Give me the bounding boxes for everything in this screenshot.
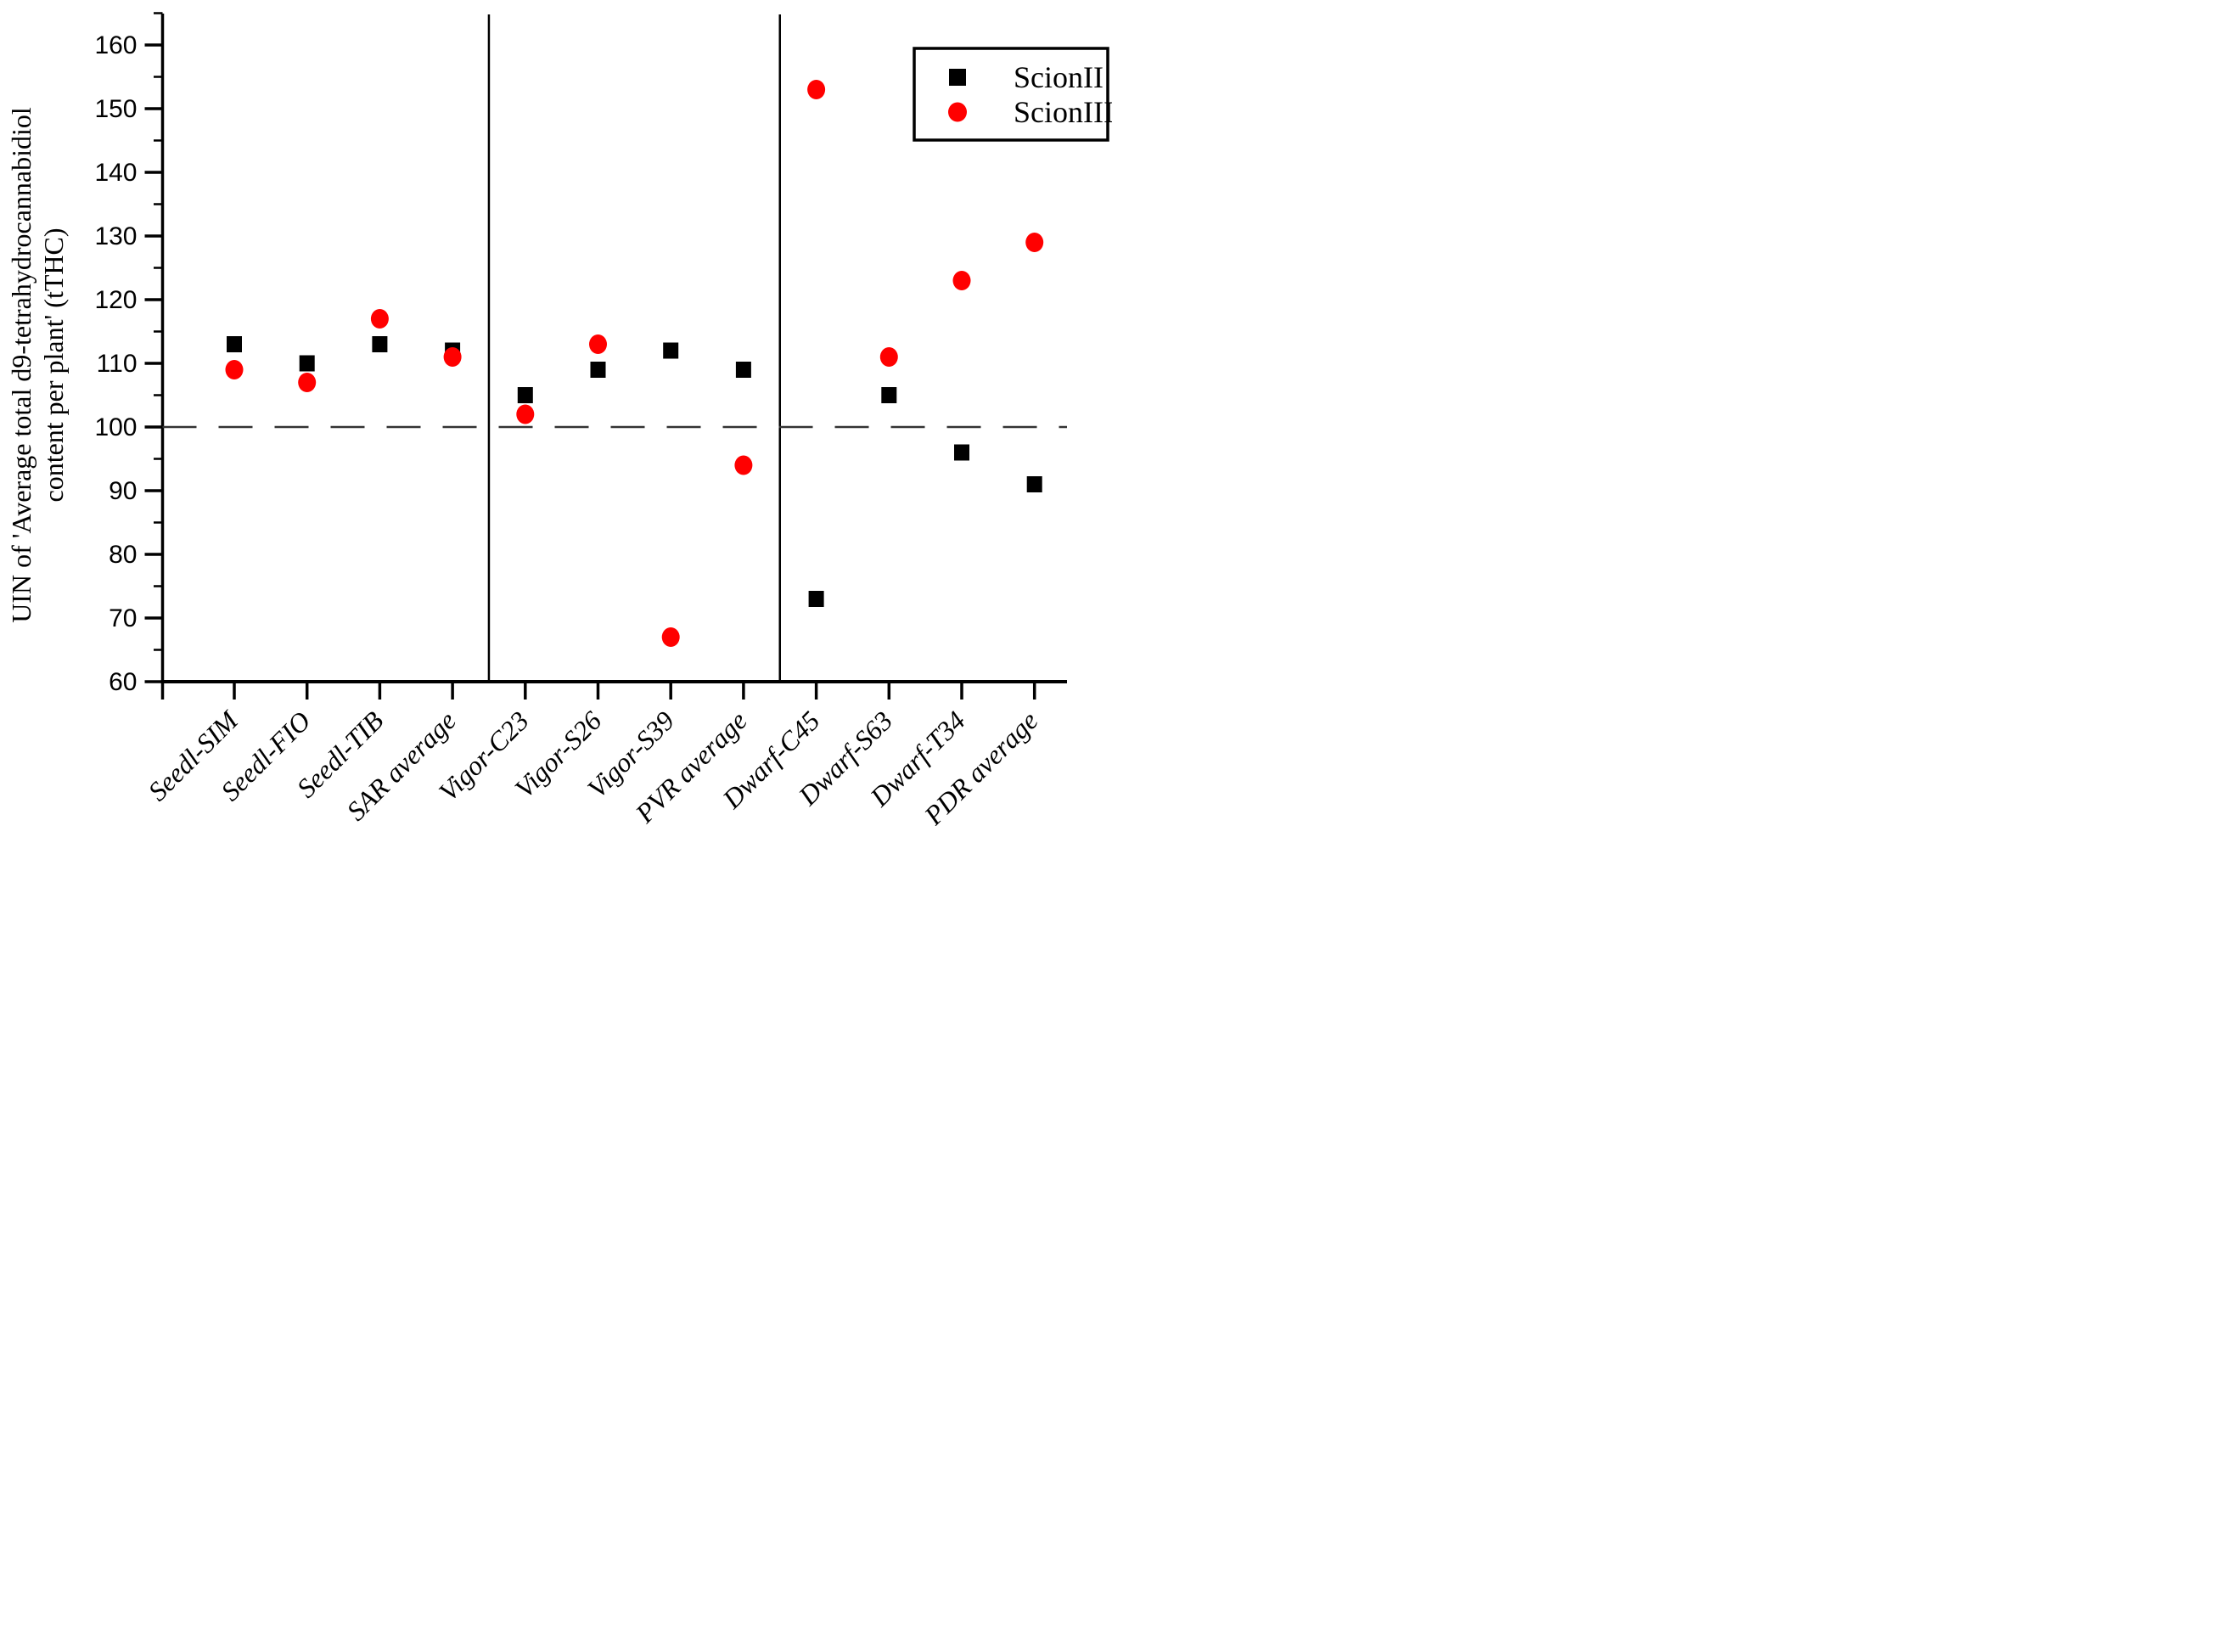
data-point-ScionII-PVR average <box>735 362 751 378</box>
y-tick-label-90: 90 <box>109 477 137 505</box>
data-point-ScionII-Vigor-S39 <box>663 342 679 359</box>
data-point-ScionIII-Seedl-FIO <box>298 373 317 392</box>
data-point-ScionIII-PVR average <box>734 455 753 475</box>
data-point-ScionIII-Vigor-C23 <box>516 404 535 424</box>
legend-marker-circle <box>948 102 967 122</box>
data-point-ScionIII-Dwarf-T34 <box>952 271 971 290</box>
data-point-ScionIII-Seedl-TIB <box>370 309 389 329</box>
data-point-ScionII-Seedl-FIO <box>299 355 315 372</box>
scatter-chart-figure: 60 70 80 90 100 110 120 130 140 150 160 Seedl-SIM Se… <box>0 0 1112 826</box>
y-tick-label-80: 80 <box>109 541 137 569</box>
data-point-ScionIII-SAR average <box>443 347 462 367</box>
y-tick-label-100: 100 <box>94 413 137 441</box>
y-tick-label-120: 120 <box>94 286 137 314</box>
legend-label-ScionII: ScionII <box>1014 60 1104 94</box>
data-point-ScionII-PDR average <box>1026 476 1042 492</box>
data-point-ScionIII-Dwarf-C45 <box>807 80 826 99</box>
data-point-ScionIII-Seedl-SIM <box>225 360 244 379</box>
legend-label-ScionIII: ScionIII <box>1014 95 1112 129</box>
y-tick-label-130: 130 <box>94 222 137 250</box>
data-point-ScionII-Vigor-S26 <box>590 362 606 378</box>
y-axis-title-line1: UIN of 'Average total d9-tetrahydrocanna… <box>6 107 37 623</box>
y-axis-title-line2: content per plant' (tTHC) <box>38 228 69 503</box>
data-point-ScionIII-Dwarf-S63 <box>879 347 898 367</box>
legend-box <box>913 47 1109 142</box>
data-point-ScionII-Dwarf-S63 <box>881 387 897 403</box>
data-point-ScionIII-Vigor-S39 <box>661 627 680 647</box>
legend-marker-square <box>949 69 966 86</box>
data-point-ScionII-Seedl-SIM <box>227 336 242 352</box>
y-tick-label-160: 160 <box>94 31 137 59</box>
chart-canvas: 60708090100110120130140150160Seedl-SIMSe… <box>6 12 1112 826</box>
data-point-ScionIII-PDR average <box>1025 233 1044 252</box>
y-tick-label-140: 140 <box>94 159 137 187</box>
y-tick-label-110: 110 <box>97 350 138 378</box>
data-point-ScionII-Vigor-C23 <box>517 387 533 403</box>
y-tick-label-150: 150 <box>94 95 137 123</box>
y-tick-label-70: 70 <box>109 604 137 632</box>
data-point-ScionII-Dwarf-C45 <box>808 591 824 607</box>
data-point-ScionII-Seedl-TIB <box>372 336 388 352</box>
data-point-ScionIII-Vigor-S26 <box>589 334 607 354</box>
y-tick-label-60: 60 <box>109 668 137 696</box>
data-point-ScionII-Dwarf-T34 <box>954 444 969 461</box>
